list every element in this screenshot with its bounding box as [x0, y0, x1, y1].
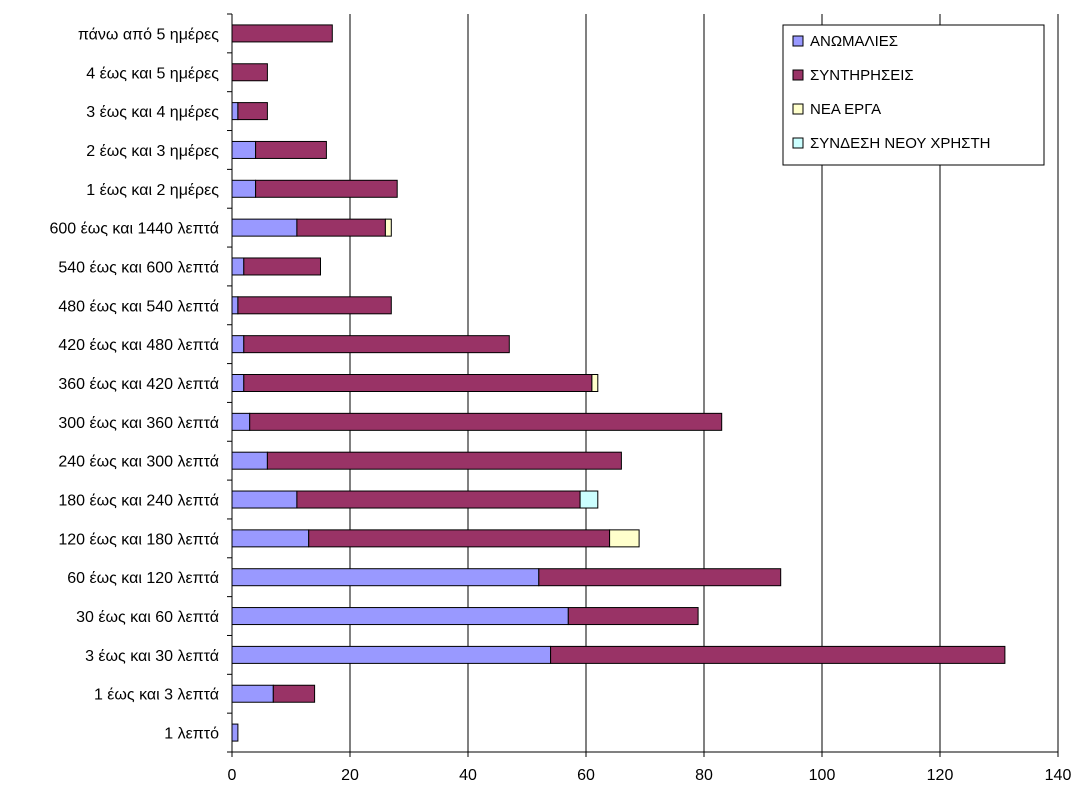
y-tick-label: 420 έως και 480 λεπτά	[58, 337, 219, 354]
bar-segment	[231, 645, 552, 664]
y-tick-label: 1 λεπτό	[164, 726, 219, 743]
y-tick-label: 1 έως και 3 λεπτά	[94, 687, 219, 704]
y-tick-label: 300 έως και 360 λεπτά	[58, 415, 219, 432]
y-tick-label: πάνω από 5 ημέρες	[78, 26, 219, 43]
x-tick-label: 140	[1045, 767, 1072, 784]
bar-segment	[243, 257, 321, 276]
bar-segment	[231, 607, 569, 626]
x-tick-label: 60	[577, 767, 595, 784]
y-tick-label: 3 έως και 30 λεπτά	[85, 648, 219, 665]
bar-segment	[231, 257, 245, 276]
bar-segment	[296, 490, 581, 509]
bar-segment	[231, 63, 268, 82]
legend-box	[782, 24, 1045, 166]
y-tick-label: 30 έως και 60 λεπτά	[76, 609, 219, 626]
bar-segment	[231, 140, 257, 159]
bar-segment	[255, 140, 327, 159]
bar-segment	[609, 529, 640, 548]
bar-segment	[231, 451, 268, 470]
legend-swatch	[792, 69, 804, 81]
x-tick-label: 0	[228, 767, 237, 784]
bar-segment	[231, 335, 245, 354]
bar-segment	[231, 179, 257, 198]
legend-label: ΑΝΩΜΑΛΙΕΣ	[810, 33, 898, 50]
bar-segment	[591, 374, 599, 392]
bar-segment	[579, 490, 599, 509]
bar-segment	[231, 374, 245, 392]
x-tick-label: 80	[695, 767, 713, 784]
bar-segment	[255, 179, 398, 198]
bar-segment	[231, 296, 239, 315]
y-tick-label: 120 έως και 180 λεπτά	[58, 531, 219, 548]
bar-segment	[567, 607, 699, 626]
y-tick-label: 480 έως και 540 λεπτά	[58, 298, 219, 315]
y-tick-label: 3 έως και 4 ημέρες	[86, 104, 219, 121]
bar-segment	[231, 102, 239, 121]
y-tick-label: 600 έως και 1440 λεπτά	[49, 221, 219, 238]
bar-segment	[237, 102, 268, 121]
bar-segment	[231, 218, 298, 237]
legend-label: ΣΥΝΤΗΡΗΣΕΙΣ	[810, 67, 914, 84]
x-tick-label: 20	[341, 767, 359, 784]
y-tick-label: 180 έως και 240 λεπτά	[58, 493, 219, 510]
legend-label: ΝΕΑ ΕΡΓΑ	[810, 101, 881, 118]
bar-segment	[243, 335, 510, 354]
bar-segment	[272, 684, 316, 703]
x-tick-label: 40	[459, 767, 477, 784]
legend-label: ΣΥΝΔΕΣΗ ΝΕΟΥ ΧΡΗΣΤΗ	[810, 135, 990, 152]
bar-segment	[384, 218, 392, 237]
y-tick-label: 360 έως και 420 λεπτά	[58, 376, 219, 393]
bar-segment	[538, 568, 782, 587]
x-tick-label: 100	[809, 767, 836, 784]
bar-segment	[550, 645, 1006, 664]
y-tick-label: 60 έως και 120 λεπτά	[67, 570, 219, 587]
legend-swatch	[792, 103, 804, 115]
bar-segment	[231, 490, 298, 509]
bar-segment	[231, 529, 310, 548]
bar-segment	[296, 218, 386, 237]
bar-segment	[243, 374, 593, 392]
legend-swatch	[792, 137, 804, 149]
bar-segment	[231, 24, 333, 43]
axes	[227, 13, 1059, 757]
bars	[231, 24, 1006, 742]
bar-segment	[308, 529, 611, 548]
tick-labels: 1 λεπτό 1 έως και 3 λεπτά 3 έως και 30 λεπ…	[49, 26, 1071, 784]
y-tick-label: 4 έως και 5 ημέρες	[86, 65, 219, 82]
y-tick-label: 2 έως και 3 ημέρες	[86, 143, 219, 160]
bar-segment	[249, 412, 723, 431]
bar-segment	[266, 451, 622, 470]
bar-segment	[237, 296, 392, 315]
y-tick-label: 240 έως και 300 λεπτά	[58, 454, 219, 471]
y-tick-label: 540 έως και 600 λεπτά	[58, 259, 219, 276]
x-tick-label: 120	[927, 767, 954, 784]
legend: ΑΝΩΜΑΛΙΕΣ ΣΥΝΤΗΡΗΣΕΙΣ ΝΕΑ ΕΡΓΑ ΣΥΝΔΕΣΗ ΝΕΟΥ…	[782, 24, 1045, 166]
bar-segment	[231, 412, 251, 431]
bar-segment	[231, 684, 274, 703]
y-tick-label: 1 έως και 2 ημέρες	[86, 182, 219, 199]
bar-segment	[231, 723, 239, 742]
legend-swatch	[792, 35, 804, 47]
bar-segment	[231, 568, 540, 587]
